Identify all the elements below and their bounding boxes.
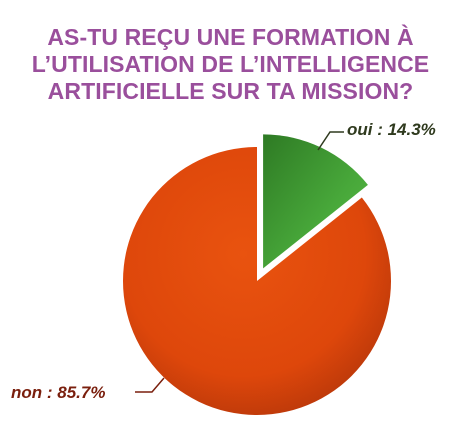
pie-label-oui: oui : 14.3% <box>347 120 436 139</box>
chart-title: AS-TU REÇU UNE FORMATION À L’UTILISATION… <box>0 24 461 105</box>
pie-slice-non <box>123 147 392 416</box>
pie-leader-oui <box>317 131 344 151</box>
pie-label-non: non : 85.7% <box>11 383 105 402</box>
pie-slice-oui <box>263 134 368 269</box>
chart-title-line-2: L’UTILISATION DE L’INTELLIGENCE <box>31 51 430 77</box>
chart-title-line-3: ARTIFICIELLE SUR TA MISSION? <box>47 78 414 104</box>
chart-title-line-1: AS-TU REÇU UNE FORMATION À <box>47 24 414 50</box>
pie-leader-non <box>135 377 165 393</box>
